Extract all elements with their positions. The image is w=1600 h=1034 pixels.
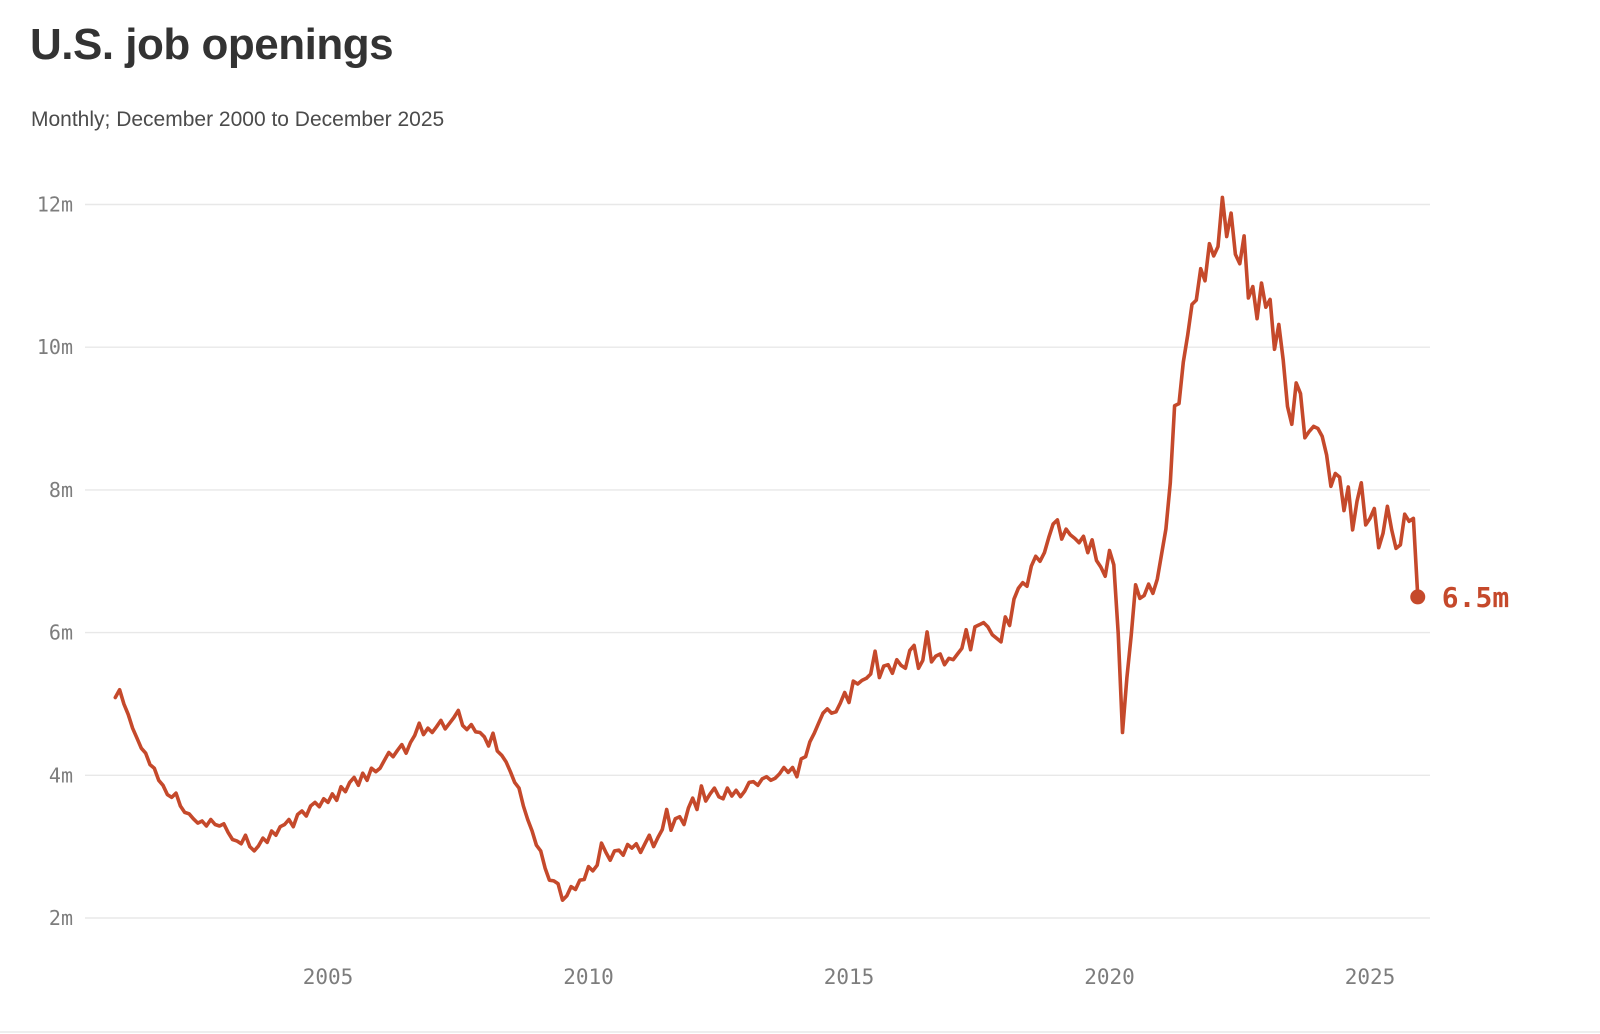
x-axis-tick-label: 2025: [1345, 965, 1396, 989]
y-axis-tick-label: 12m: [37, 193, 73, 217]
chart-subtitle: Monthly; December 2000 to December 2025: [31, 108, 445, 131]
x-axis-tick-label: 2005: [303, 965, 354, 989]
y-axis-tick-label: 10m: [37, 335, 73, 359]
chart-title: U.S. job openings: [30, 20, 394, 69]
y-axis-tick-label: 4m: [49, 763, 73, 787]
y-axis-tick-label: 6m: [49, 621, 73, 645]
end-point-dot: [1410, 589, 1426, 605]
x-axis-tick-label: 2020: [1084, 965, 1135, 989]
job-openings-line: [113, 195, 1420, 902]
x-axis-tick-label: 2015: [824, 965, 875, 989]
y-axis-tick-label: 8m: [49, 478, 73, 502]
y-axis-tick-label: 2m: [49, 906, 73, 930]
end-point-label: 6.5m: [1442, 581, 1509, 614]
x-axis-tick-label: 2010: [563, 965, 614, 989]
